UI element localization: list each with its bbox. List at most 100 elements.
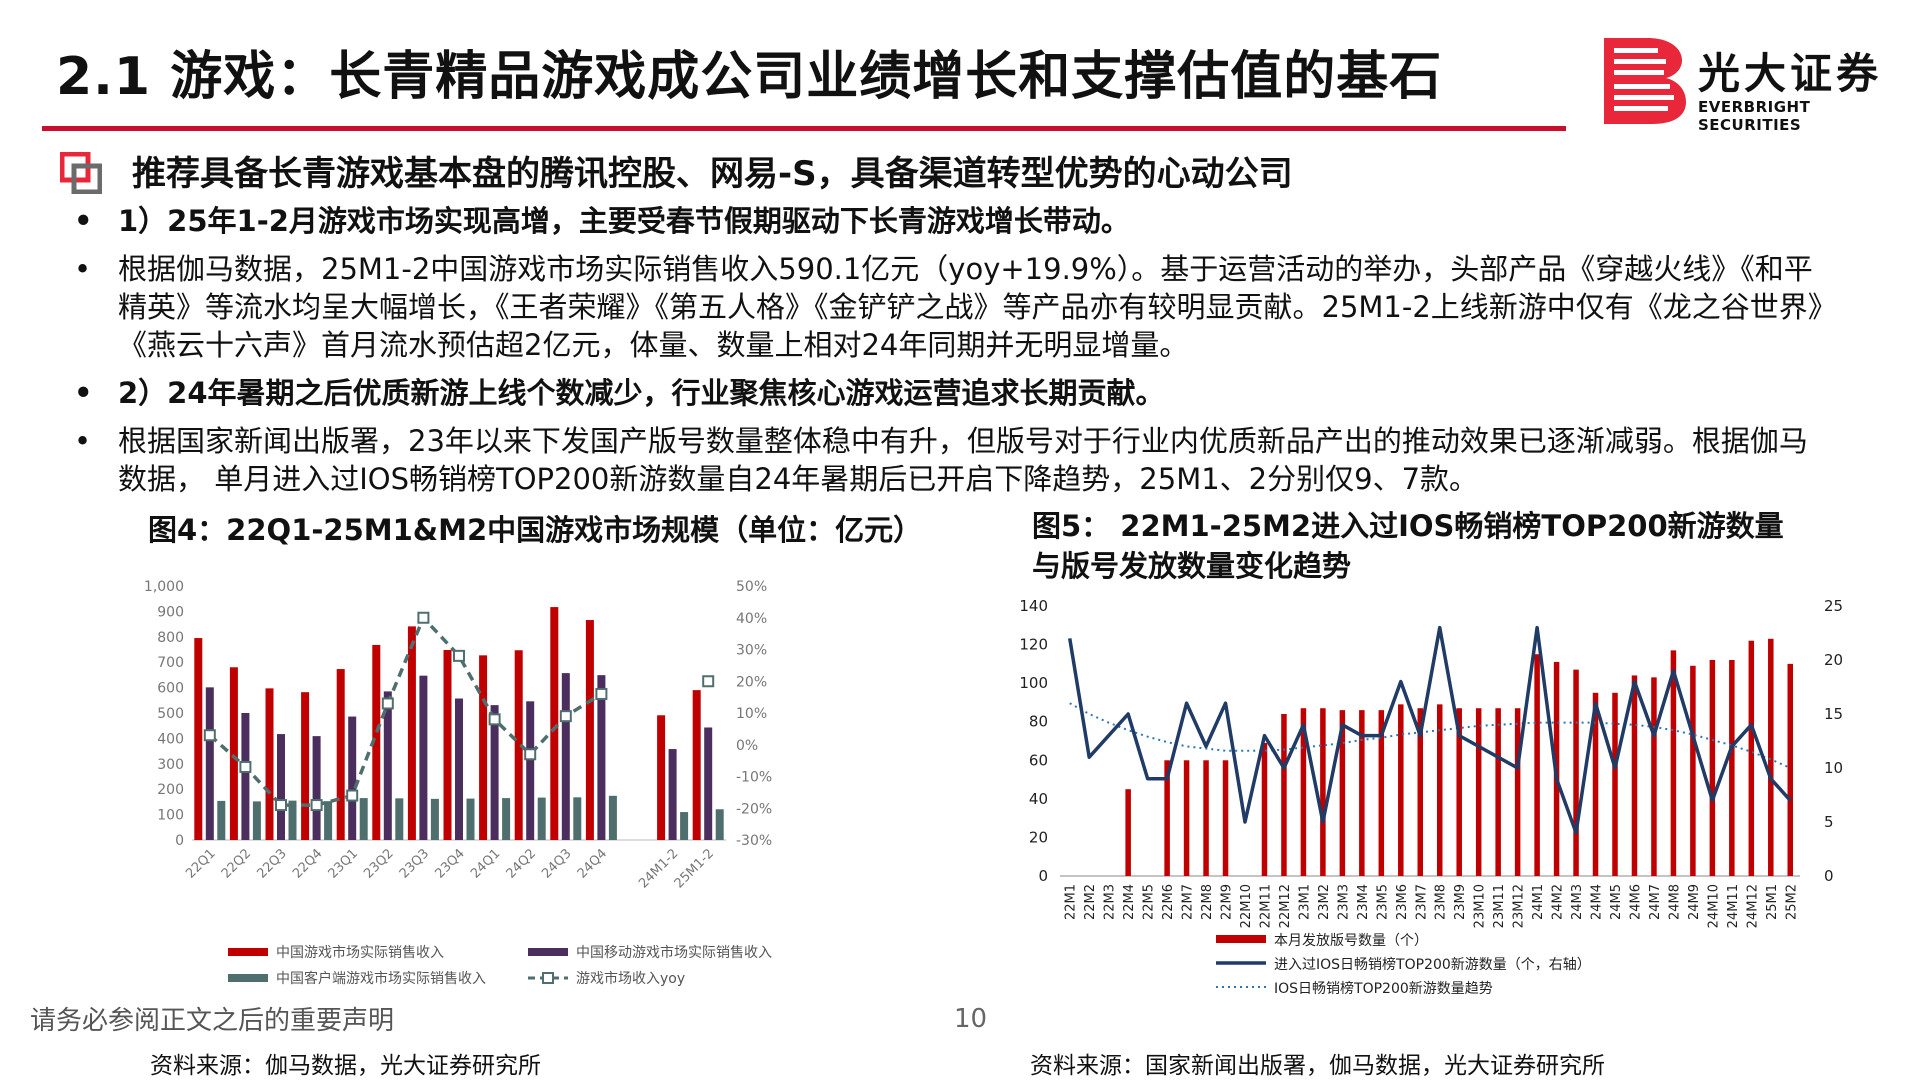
bar <box>526 701 535 840</box>
section-square-icon <box>60 152 102 194</box>
y2-tick-label: 15 <box>1824 705 1843 723</box>
y-tick-label: 500 <box>157 706 184 722</box>
y2-tick-label: 30% <box>736 643 767 659</box>
x-tick-label: 22M6 <box>1161 884 1176 920</box>
brand-logo: 光大证券 EVERBRIGHT SECURITIES <box>1600 36 1900 134</box>
legend-label: 中国游戏市场实际销售收入 <box>276 944 444 961</box>
legend-swatch <box>528 948 568 956</box>
bar <box>514 650 523 840</box>
bar <box>277 734 285 840</box>
x-tick-label: 24M9 <box>1687 884 1702 920</box>
x-tick-label: 23Q2 <box>361 846 396 881</box>
x-tick-label: 22M8 <box>1200 884 1215 920</box>
y-tick-label: 700 <box>157 655 184 671</box>
bar <box>1320 708 1326 876</box>
y-tick-label: 300 <box>157 757 184 773</box>
y2-tick-label: 25 <box>1824 597 1843 615</box>
bar <box>1690 665 1696 876</box>
x-tick-label: 23Q4 <box>432 846 467 881</box>
bar <box>1183 760 1190 876</box>
bar <box>1164 760 1170 876</box>
y-tick-label: 800 <box>157 630 184 646</box>
x-tick-label: 23Q1 <box>326 846 361 881</box>
bar <box>479 655 488 840</box>
y2-tick-label: 20% <box>736 674 767 690</box>
bar <box>252 801 261 840</box>
bullet-item: • 1）25年1-2月游戏市场实现高增，主要受春节假期驱动下长青游戏增长带动。 <box>68 202 1828 240</box>
x-tick-label: 24Q3 <box>539 846 574 881</box>
bullet-dot: • <box>74 204 93 238</box>
legend-label: 中国移动游戏市场实际销售收入 <box>576 944 772 961</box>
x-tick-label: 23M1 <box>1297 884 1312 920</box>
y2-tick-label: 10% <box>736 706 767 722</box>
x-tick-label: 22M5 <box>1142 884 1157 920</box>
bar <box>1651 677 1657 876</box>
y-tick-label: 900 <box>157 604 184 620</box>
bar <box>537 797 546 840</box>
page-title: 2.1 游戏：长青精品游戏成公司业绩增长和支撑估值的基石 <box>56 47 1443 107</box>
x-tick-label: 23M5 <box>1375 884 1390 920</box>
yoy-marker <box>346 789 359 802</box>
bar <box>407 626 416 840</box>
bar <box>419 675 428 840</box>
legend-swatch <box>228 974 268 982</box>
yoy-line <box>208 614 603 807</box>
bar <box>1748 640 1755 876</box>
x-tick-label: 24M4 <box>1590 884 1605 920</box>
yoy-marker <box>417 611 430 624</box>
x-tick-label: 23M10 <box>1473 884 1488 928</box>
legend-label: 进入过IOS日畅销榜TOP200新游数量（个，右轴） <box>1274 956 1591 973</box>
bar <box>372 644 381 840</box>
x-tick-label: 24Q4 <box>575 846 610 881</box>
bar <box>1573 669 1579 876</box>
bar <box>430 798 439 840</box>
bar <box>1631 675 1638 876</box>
x-tick-label: 22M10 <box>1239 884 1254 928</box>
x-tick-label: 22M7 <box>1181 884 1196 920</box>
bullet-text: 1）25年1-2月游戏市场实现高增，主要受春节假期驱动下长青游戏增长带动。 <box>118 204 1130 238</box>
yoy-marker <box>524 748 537 761</box>
bar <box>585 620 594 840</box>
bar <box>561 673 570 840</box>
bar <box>1456 708 1462 876</box>
y-tick-label: 20 <box>1029 828 1048 846</box>
x-tick-label: 24M5 <box>1609 884 1624 920</box>
bar <box>1495 708 1501 876</box>
x-tick-label: 25M1-2 <box>672 846 717 891</box>
fig5-source: 资料来源：国家新闻出版署，伽马数据，光大证券研究所 <box>1030 1053 1605 1079</box>
fig5-title-line1: 图5： 22M1-25M2进入过IOS畅销榜TOP200新游数量 <box>1032 509 1784 543</box>
yoy-marker <box>595 687 608 700</box>
y2-tick-label: -10% <box>736 770 772 786</box>
bullet-text: 2）24年暑期之后优质新游上线个数减少，行业聚焦核心游戏运营追求长期贡献。 <box>118 376 1165 410</box>
bullet-text: 根据国家新闻出版署，23年以来下发国产版号数量整体稳中有升，但版号对于行业内优质… <box>118 424 1808 496</box>
bar <box>1768 638 1774 876</box>
y-tick-label: 40 <box>1029 790 1048 808</box>
bullet-item: • 根据伽马数据，25M1-2中国游戏市场实际销售收入590.1亿元（yoy+19… <box>68 250 1828 364</box>
x-tick-label: 23M11 <box>1492 884 1507 928</box>
bar <box>241 713 250 840</box>
y2-tick-label: 0 <box>1824 867 1834 885</box>
yoy-marker <box>559 710 572 723</box>
x-tick-label: 23Q3 <box>397 846 432 881</box>
bar <box>312 736 321 840</box>
bar <box>359 798 368 840</box>
x-tick-label: 22Q1 <box>183 846 218 881</box>
bar <box>1261 742 1268 876</box>
yoy-marker <box>702 675 715 688</box>
x-tick-label: 22M11 <box>1258 884 1273 928</box>
bar <box>502 798 511 840</box>
y-tick-label: 0 <box>175 833 184 849</box>
bar <box>395 798 404 840</box>
brand-name-en: EVERBRIGHT SECURITIES <box>1698 98 1811 134</box>
bar <box>573 797 582 840</box>
bar <box>1281 714 1287 876</box>
x-tick-label: 22M9 <box>1220 884 1235 920</box>
y-tick-label: 140 <box>1019 597 1048 615</box>
y2-tick-label: -30% <box>736 833 772 849</box>
y2-tick-label: 10 <box>1824 759 1843 777</box>
yoy-marker <box>453 649 465 662</box>
bar <box>324 801 333 840</box>
legend-swatch <box>542 972 554 984</box>
page-number: 10 <box>954 1004 988 1034</box>
legend-swatch <box>228 948 268 956</box>
